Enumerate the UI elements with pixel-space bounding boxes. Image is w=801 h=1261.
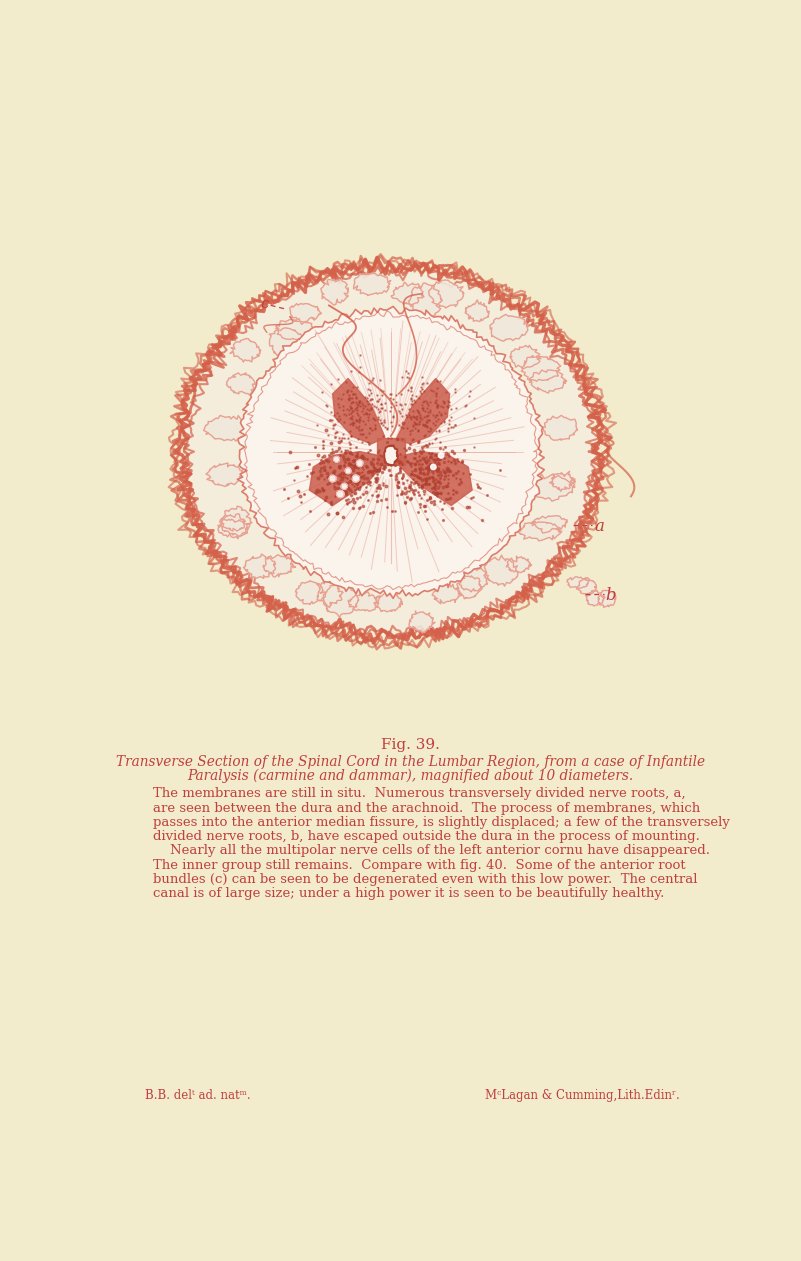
Polygon shape bbox=[290, 304, 321, 324]
Polygon shape bbox=[374, 591, 402, 612]
Polygon shape bbox=[519, 522, 562, 541]
Text: The inner group still remains.  Compare with fig. 40.  Some of the anterior root: The inner group still remains. Compare w… bbox=[153, 859, 686, 871]
Polygon shape bbox=[353, 274, 391, 295]
Polygon shape bbox=[567, 576, 590, 589]
Polygon shape bbox=[264, 555, 296, 576]
Polygon shape bbox=[529, 369, 566, 393]
Polygon shape bbox=[510, 346, 541, 368]
Polygon shape bbox=[341, 483, 348, 489]
Polygon shape bbox=[577, 578, 597, 595]
Polygon shape bbox=[321, 280, 348, 305]
Polygon shape bbox=[227, 373, 256, 395]
Polygon shape bbox=[317, 579, 343, 608]
Polygon shape bbox=[333, 456, 340, 463]
Polygon shape bbox=[206, 463, 244, 487]
Polygon shape bbox=[506, 556, 532, 572]
Text: MᶜLagan & Cumming,Lith.Edinʳ.: MᶜLagan & Cumming,Lith.Edinʳ. bbox=[485, 1090, 680, 1102]
Polygon shape bbox=[376, 438, 405, 465]
Text: Fig. 39.: Fig. 39. bbox=[380, 738, 440, 752]
Polygon shape bbox=[309, 451, 387, 506]
Polygon shape bbox=[531, 516, 567, 533]
Polygon shape bbox=[409, 612, 435, 633]
Polygon shape bbox=[549, 472, 575, 492]
Text: Paralysis (carmine and dammar), magnified about 10 diameters.: Paralysis (carmine and dammar), magnifie… bbox=[187, 769, 634, 783]
Polygon shape bbox=[244, 554, 276, 579]
Polygon shape bbox=[543, 415, 578, 440]
Polygon shape bbox=[324, 584, 359, 618]
Text: are seen between the dura and the arachnoid.  The process of membranes, which: are seen between the dura and the arachn… bbox=[153, 802, 700, 815]
Polygon shape bbox=[269, 328, 304, 356]
Polygon shape bbox=[276, 319, 315, 340]
Polygon shape bbox=[484, 555, 518, 586]
Polygon shape bbox=[332, 378, 384, 444]
Polygon shape bbox=[456, 576, 482, 599]
Polygon shape bbox=[457, 569, 489, 591]
Polygon shape bbox=[409, 282, 442, 318]
Polygon shape bbox=[181, 266, 601, 637]
Polygon shape bbox=[218, 520, 250, 538]
Text: B.B. delᵗ ad. natᵐ.: B.B. delᵗ ad. natᵐ. bbox=[145, 1090, 251, 1102]
Polygon shape bbox=[490, 314, 528, 342]
Polygon shape bbox=[429, 280, 464, 308]
Polygon shape bbox=[237, 306, 544, 599]
Polygon shape bbox=[352, 475, 360, 482]
Polygon shape bbox=[356, 460, 363, 467]
Text: The membranes are still in situ.  Numerous transversely divided nerve roots, a,: The membranes are still in situ. Numerou… bbox=[153, 787, 686, 801]
Polygon shape bbox=[521, 356, 561, 381]
Polygon shape bbox=[598, 590, 616, 608]
Polygon shape bbox=[345, 468, 351, 474]
Polygon shape bbox=[431, 464, 436, 469]
Polygon shape bbox=[433, 584, 462, 604]
Polygon shape bbox=[348, 591, 380, 612]
Polygon shape bbox=[222, 513, 245, 531]
Text: passes into the anterior median fissure, is slightly displaced; a few of the tra: passes into the anterior median fissure,… bbox=[153, 816, 730, 828]
Polygon shape bbox=[219, 506, 252, 536]
Polygon shape bbox=[586, 590, 605, 607]
Polygon shape bbox=[296, 581, 326, 604]
Text: bundles (c) can be seen to be degenerated even with this low power.  The central: bundles (c) can be seen to be degenerate… bbox=[153, 873, 698, 885]
Polygon shape bbox=[230, 339, 260, 362]
Polygon shape bbox=[465, 300, 489, 322]
Text: Nearly all the multipolar nerve cells of the left anterior cornu have disappeare: Nearly all the multipolar nerve cells of… bbox=[153, 845, 710, 857]
Polygon shape bbox=[336, 491, 344, 498]
Polygon shape bbox=[395, 451, 472, 506]
Polygon shape bbox=[529, 474, 574, 501]
Text: Transverse Section of the Spinal Cord in the Lumbar Region, from a case of Infan: Transverse Section of the Spinal Cord in… bbox=[115, 755, 705, 769]
Polygon shape bbox=[438, 453, 444, 458]
Polygon shape bbox=[391, 282, 424, 305]
Polygon shape bbox=[384, 445, 398, 465]
Text: divided nerve roots, b, have escaped outside the dura in the process of mounting: divided nerve roots, b, have escaped out… bbox=[153, 830, 700, 844]
Polygon shape bbox=[329, 475, 336, 482]
Text: b: b bbox=[606, 588, 616, 604]
Polygon shape bbox=[397, 378, 449, 444]
Text: a: a bbox=[594, 518, 605, 535]
Text: c: c bbox=[260, 296, 269, 310]
Polygon shape bbox=[203, 415, 250, 441]
Text: canal is of large size; under a high power it is seen to be beautifully healthy.: canal is of large size; under a high pow… bbox=[153, 886, 664, 900]
